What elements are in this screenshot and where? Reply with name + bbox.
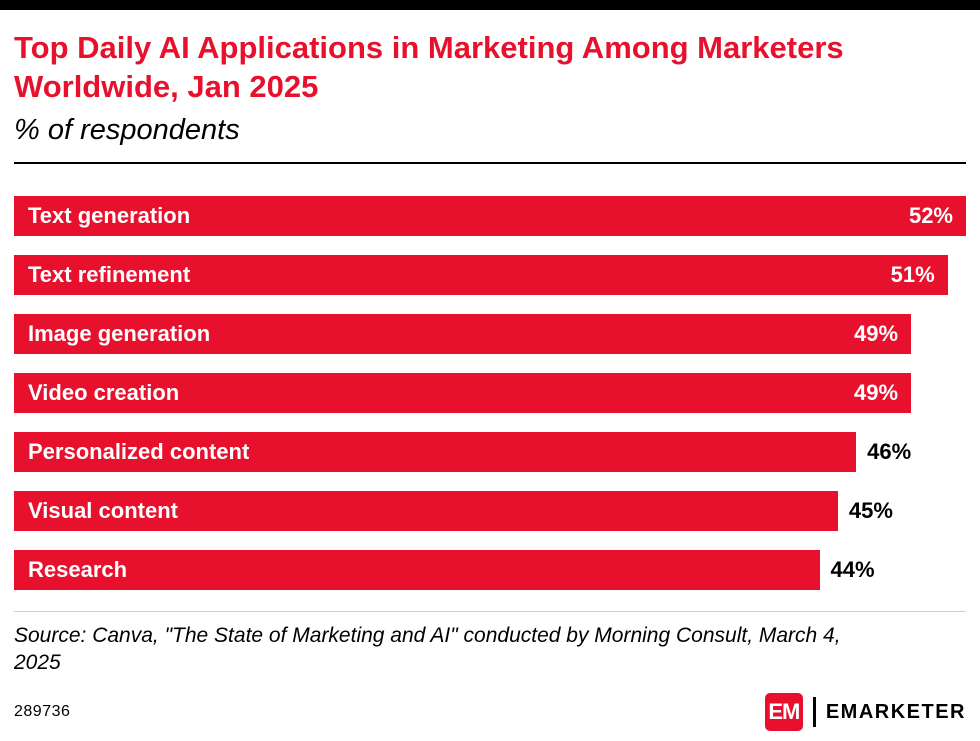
emarketer-logo-icon: EM	[764, 693, 803, 731]
page-title: Top Daily AI Applications in Marketing A…	[14, 30, 844, 105]
bar-label: Personalized content	[28, 438, 250, 464]
bar-row: Visual content 45%	[14, 490, 966, 531]
bar-label: Research	[28, 556, 128, 582]
bar-value: 46%	[867, 438, 912, 464]
emarketer-logo: EM EMARKETER	[764, 693, 966, 731]
bar: Text generation 52%	[14, 195, 966, 236]
bar-row: Image generation 49%	[14, 313, 966, 354]
bar-label: Image generation	[28, 320, 211, 346]
brand-name: EMARKETER	[825, 700, 966, 723]
bar-value: 51%	[890, 261, 935, 287]
source-divider	[14, 610, 966, 612]
bar-row: Research 44%	[14, 549, 966, 590]
bar-label: Text generation	[28, 202, 191, 228]
bar: Research	[14, 549, 820, 590]
logo-divider	[812, 697, 816, 727]
bar-row: Text refinement 51%	[14, 254, 966, 295]
top-black-bar	[0, 0, 980, 10]
bar-label: Visual content	[28, 497, 178, 523]
bar-value: 49%	[854, 320, 899, 346]
bar-value: 44%	[830, 556, 875, 582]
bar-label: Video creation	[28, 379, 180, 405]
bar: Personalized content	[14, 431, 857, 472]
bar-row: Video creation 49%	[14, 372, 966, 413]
bar-row: Text generation 52%	[14, 195, 966, 236]
bar: Visual content	[14, 490, 838, 531]
footer: 289736 EM EMARKETER	[14, 693, 966, 731]
bar-chart: Text generation 52% Text refinement 51% …	[14, 164, 966, 609]
bar-value: 49%	[854, 379, 899, 405]
source-note: Source: Canva, "The State of Marketing a…	[14, 623, 841, 674]
bar: Text refinement 51%	[14, 254, 948, 295]
chart-page: Top Daily AI Applications in Marketing A…	[0, 10, 980, 741]
bar-label: Text refinement	[28, 261, 191, 287]
bar-value: 45%	[848, 497, 893, 523]
bar-value: 52%	[908, 202, 953, 228]
chart-subtitle: % of respondents	[14, 113, 240, 146]
bar-row: Personalized content 46%	[14, 431, 966, 472]
bar: Video creation 49%	[14, 372, 912, 413]
bar: Image generation 49%	[14, 313, 912, 354]
chart-id: 289736	[14, 703, 71, 720]
title-divider	[14, 161, 966, 164]
